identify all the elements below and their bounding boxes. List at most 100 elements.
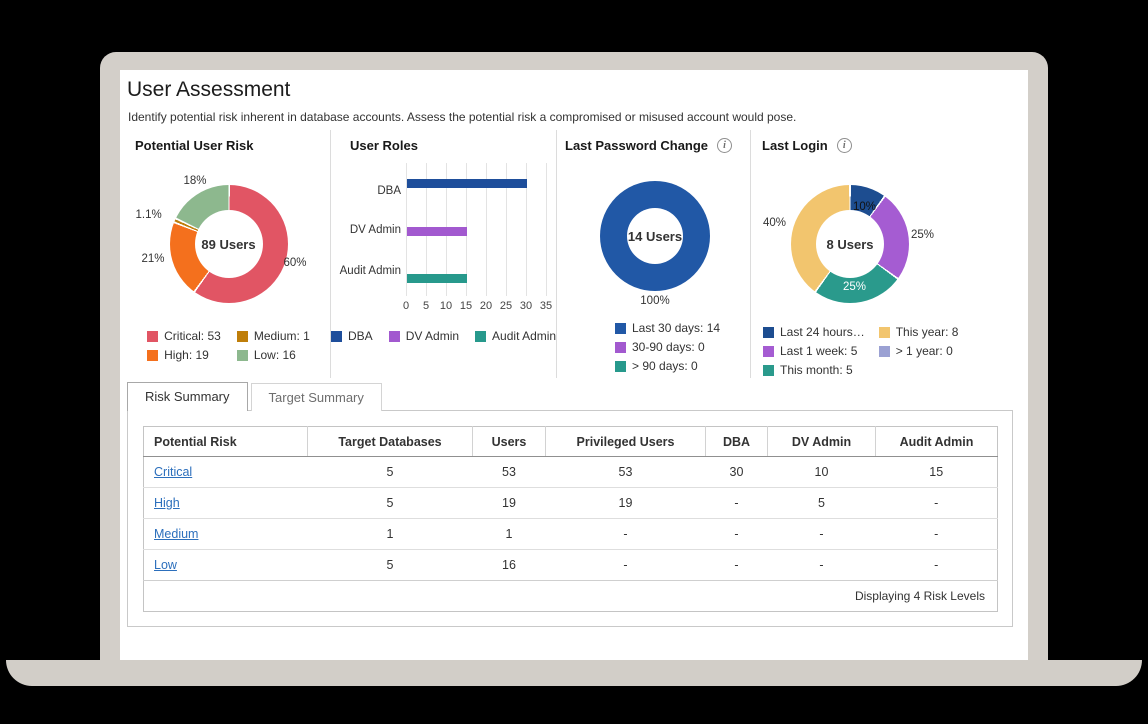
info-icon[interactable]: i: [717, 138, 733, 153]
tab-target-summary[interactable]: Target Summary: [250, 383, 382, 411]
legend-label: Last 30 days: 14: [632, 321, 721, 335]
legend-item-this-year[interactable]: This year: 8: [878, 325, 959, 339]
legend-label: This year: 8: [895, 325, 959, 339]
legend-item-30-90-days[interactable]: 30-90 days: 0: [615, 340, 750, 354]
legend-swatch-low: [236, 349, 248, 361]
col-header-privileged-users[interactable]: Privileged Users: [545, 426, 706, 457]
legend-item-dv-admin[interactable]: DV Admin: [388, 329, 459, 343]
pct-label-last-24-hours: 10%: [853, 201, 877, 213]
col-header-users[interactable]: Users: [472, 426, 546, 457]
panel-potential-user-risk: Potential User Risk 89 Users 60% 21% 1.1…: [127, 130, 331, 378]
legend-item-critical[interactable]: Critical: 53: [147, 329, 221, 343]
donut-center-label: 14 Users: [627, 228, 683, 244]
table-cell: 30: [705, 456, 768, 488]
x-axis-tick: 5: [422, 300, 430, 312]
table-cell: -: [875, 487, 998, 519]
table-cell: 10: [767, 456, 876, 488]
legend-item-dba[interactable]: DBA: [331, 329, 373, 343]
risk-link-high[interactable]: High: [154, 496, 180, 510]
legend-swatch-high: [147, 349, 159, 361]
pct-label-this-month: 25%: [843, 281, 867, 293]
table-row: Medium 1 1- - - -: [143, 518, 998, 550]
legend-item-over-90-days[interactable]: > 90 days: 0: [615, 359, 750, 373]
legend-potential-user-risk: Critical: 53 Medium: 1 High: 19 Low: 16: [147, 329, 310, 362]
legend-item-high[interactable]: High: 19: [147, 348, 221, 362]
potential-user-risk-donut[interactable]: 89 Users 60% 21% 1.1% 18%: [136, 175, 307, 303]
table-cell: -: [875, 518, 998, 550]
legend-swatch-dba: [331, 330, 342, 342]
chart-title-last-password-change: Last Password Change i: [565, 138, 750, 153]
bar-dba[interactable]: [407, 179, 527, 188]
risk-link-critical[interactable]: Critical: [154, 465, 193, 479]
x-axis-tick: 25: [499, 300, 513, 312]
legend-label: This month: 5: [780, 363, 853, 377]
legend-item-last-30-days[interactable]: Last 30 days: 14: [615, 321, 750, 335]
legend-label: DBA: [348, 329, 373, 343]
app-screen: User Assessment Identify potential risk …: [120, 70, 1028, 660]
tab-risk-summary[interactable]: Risk Summary: [127, 382, 248, 411]
col-header-potential-risk[interactable]: Potential Risk: [143, 426, 308, 457]
col-header-dv-admin[interactable]: DV Admin: [767, 426, 876, 457]
legend-swatch-last-1-week: [763, 345, 774, 357]
legend-user-roles: DBA DV Admin Audit Admin: [331, 329, 556, 343]
legend-swatch-over-90-days: [615, 360, 626, 372]
table-footer-text: Displaying 4 Risk Levels: [143, 580, 998, 612]
legend-swatch-over-1-year: [878, 345, 890, 357]
pct-label-low: 18%: [183, 175, 207, 187]
x-axis-tick: 35: [539, 300, 553, 312]
donut-ring: 8 Users: [791, 185, 909, 303]
x-axis-tick: 15: [459, 300, 473, 312]
legend-swatch-critical: [147, 330, 159, 342]
col-header-target-databases[interactable]: Target Databases: [307, 426, 473, 457]
panel-last-password-change: Last Password Change i 14 Users 100% Las…: [557, 130, 751, 378]
table-cell: 19: [545, 487, 706, 519]
risk-link-low[interactable]: Low: [154, 558, 177, 572]
user-roles-bar-chart[interactable]: DBA DV Admin Audit Admin 0 5 10 15 20 25 30 35: [331, 163, 556, 315]
pct-label-high: 21%: [141, 253, 165, 265]
cell-potential-risk: Medium: [143, 518, 308, 550]
chart-title-potential-user-risk: Potential User Risk: [135, 138, 254, 153]
pct-label-last-30-days: 100%: [640, 295, 670, 307]
legend-item-medium[interactable]: Medium: 1: [236, 329, 310, 343]
pct-label-medium: 1.1%: [135, 209, 162, 221]
legend-swatch-last-24-hours: [763, 326, 774, 338]
legend-label: Low: 16: [253, 348, 296, 362]
table-cell: 53: [472, 456, 546, 488]
legend-label: Medium: 1: [253, 329, 310, 343]
legend-label: > 1 year: 0: [895, 344, 953, 358]
last-login-donut[interactable]: 8 Users 10% 25% 25% 40%: [763, 185, 934, 303]
y-axis-label-dv-admin: DV Admin: [349, 224, 401, 236]
col-header-audit-admin[interactable]: Audit Admin: [875, 426, 998, 457]
last-password-change-donut[interactable]: 14 Users 100%: [600, 181, 710, 307]
info-icon[interactable]: i: [836, 138, 852, 153]
legend-swatch-medium: [236, 330, 248, 342]
table-cell: -: [545, 549, 706, 581]
bar-plot-area: [406, 163, 547, 296]
legend-item-last-1-week[interactable]: Last 1 week: 5: [763, 344, 865, 358]
risk-link-medium[interactable]: Medium: [154, 527, 199, 541]
table-cell: 15: [875, 456, 998, 488]
table-cell: 5: [307, 456, 473, 488]
legend-item-low[interactable]: Low: 16: [236, 348, 310, 362]
legend-label: Critical: 53: [164, 329, 221, 343]
chart-title-user-roles: User Roles: [350, 138, 418, 153]
chart-title-text: Last Password Change: [565, 138, 709, 153]
col-header-dba[interactable]: DBA: [705, 426, 768, 457]
legend-item-over-1-year[interactable]: > 1 year: 0: [878, 344, 959, 358]
legend-item-last-24-hours[interactable]: Last 24 hours…: [763, 325, 865, 339]
legend-item-this-month[interactable]: This month: 5: [763, 363, 865, 377]
donut-hole: [627, 208, 683, 264]
legend-swatch-last-30-days: [615, 322, 626, 334]
legend-swatch-30-90-days: [615, 341, 626, 353]
bar-audit-admin[interactable]: [407, 274, 467, 283]
table-row: High 5 19 19-5-: [143, 487, 998, 519]
legend-item-audit-admin[interactable]: Audit Admin: [475, 329, 556, 343]
legend-label: Audit Admin: [492, 329, 557, 343]
legend-label: High: 19: [164, 348, 209, 362]
panel-last-login: Last Login i 8 Users 10% 25% 25% 40%: [751, 130, 1013, 378]
pct-label-last-1-week: 25%: [911, 229, 935, 241]
legend-label: > 90 days: 0: [632, 359, 698, 373]
bar-dv-admin[interactable]: [407, 227, 467, 236]
table-cell: 1: [472, 518, 546, 550]
